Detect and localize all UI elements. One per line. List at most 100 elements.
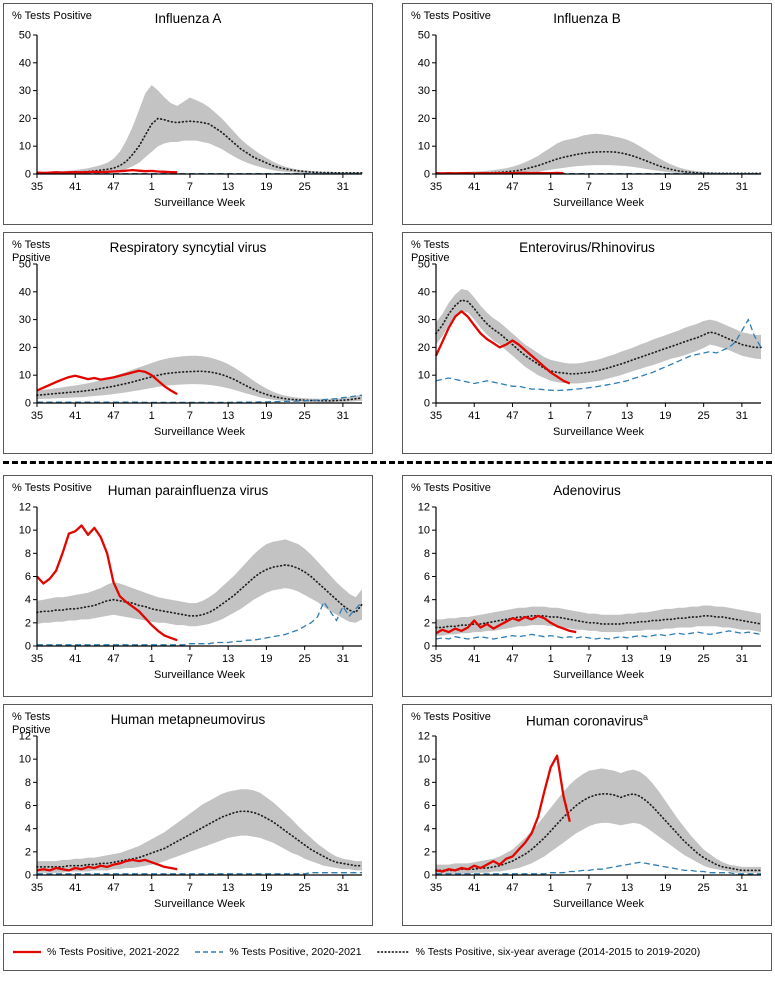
season-2021-2022-line	[36, 369, 178, 396]
x-tick-label: 19	[659, 882, 671, 894]
y-tick-label: 12	[19, 731, 31, 743]
solid-line-icon	[13, 950, 41, 954]
y-tick-label: 50	[418, 30, 430, 42]
x-tick-label: 47	[107, 653, 119, 665]
section-divider	[3, 461, 772, 464]
x-axis-title: Surveillance Week	[553, 197, 644, 209]
y-tick-label: 20	[19, 342, 31, 354]
y-axis-label-line: Positive	[12, 252, 51, 264]
y-axis-label: % Tests Positive	[411, 482, 491, 495]
six-year-average-line	[435, 793, 762, 872]
x-tick-label: 47	[107, 410, 119, 422]
x-axis-title: Surveillance Week	[553, 669, 644, 681]
legend-item-current: % Tests Positive, 2021-2022	[12, 946, 179, 958]
y-tick-label: 2	[424, 846, 430, 858]
dashed-line-icon	[195, 951, 224, 953]
y-tick-label: 30	[418, 85, 430, 97]
y-tick-label: 12	[19, 502, 31, 514]
x-tick-label: 31	[736, 653, 748, 665]
six-year-range-band	[37, 789, 362, 873]
x-tick-label: 47	[107, 181, 119, 193]
dotted-line-icon	[376, 951, 411, 953]
chart-title-text: Respiratory syncytial virus	[109, 240, 267, 255]
y-tick-label: 10	[418, 525, 430, 537]
y-axis-label-line: % Tests Positive	[411, 711, 491, 723]
y-tick-label: 0	[25, 641, 31, 653]
x-tick-label: 7	[187, 653, 193, 665]
y-tick-label: 4	[25, 823, 31, 835]
y-tick-label: 0	[25, 169, 31, 181]
x-tick-label: 13	[621, 653, 633, 665]
x-tick-label: 13	[222, 181, 234, 193]
x-tick-label: 41	[468, 882, 480, 894]
chart-row-4: % Tests Positive Human metapneumovirus 0 2 4 6…	[3, 704, 772, 926]
x-tick-label: 25	[299, 410, 311, 422]
y-tick-label: 10	[19, 754, 31, 766]
y-axis-label-line: % Tests Positive	[411, 482, 491, 494]
y-tick-label: 0	[25, 398, 31, 410]
x-tick-label: 31	[337, 181, 349, 193]
y-tick-label: 50	[19, 30, 31, 42]
charts-grid-top: % Tests Positive Influenza A 0 10 20 30 40 50 35…	[3, 3, 772, 454]
x-tick-label: 1	[548, 653, 554, 665]
y-tick-label: 2	[25, 846, 31, 858]
six-year-average-line	[435, 615, 762, 629]
season-2021-2022-line	[435, 754, 571, 873]
season-2020-2021-line	[435, 318, 762, 392]
y-tick-label: 4	[25, 594, 31, 606]
y-tick-label: 8	[424, 777, 430, 789]
six-year-range-band	[37, 85, 362, 174]
y-tick-label: 12	[418, 502, 430, 514]
chart-box-human-metapneumovirus: % Tests Positive Human metapneumovirus 0 2 4 6…	[3, 704, 373, 926]
x-tick-label: 41	[69, 882, 81, 894]
x-axis-title: Surveillance Week	[154, 898, 245, 910]
x-tick-label: 7	[187, 181, 193, 193]
y-tick-label: 10	[418, 370, 430, 382]
chart-row-3: % Tests Positive Human parainfluenza viru…	[3, 475, 772, 697]
chart-title: Human parainfluenza virus	[4, 483, 372, 500]
chart-plot: 0 10 20 30 40 50 35 41 47 1 7 13 19 25 31 Surveillance …	[418, 259, 762, 438]
chart-box-human-parainfluenza-virus: % Tests Positive Human parainfluenza viru…	[3, 475, 373, 697]
x-tick-label: 35	[430, 653, 442, 665]
x-tick-label: 13	[621, 882, 633, 894]
y-tick-label: 12	[418, 731, 430, 743]
x-tick-label: 19	[659, 181, 671, 193]
x-axis-title: Surveillance Week	[154, 426, 245, 438]
y-tick-label: 40	[418, 57, 430, 69]
y-tick-label: 20	[19, 113, 31, 125]
y-axis-label-line: % Tests Positive	[411, 10, 491, 22]
chart-title-text: Adenovirus	[553, 483, 621, 498]
x-tick-label: 41	[69, 181, 81, 193]
x-tick-label: 13	[222, 653, 234, 665]
six-year-range-band	[436, 605, 761, 636]
chart-title: Influenza A	[4, 11, 372, 28]
y-tick-label: 2	[25, 617, 31, 629]
x-tick-label: 47	[506, 181, 518, 193]
legend-label-previous: % Tests Positive, 2020-2021	[229, 946, 362, 958]
chart-plot: 0 2 4 6 8 10 12 35 41 47 1 7 13 19 25 31 Surveillance We…	[418, 731, 762, 910]
x-tick-label: 41	[468, 410, 480, 422]
y-tick-label: 4	[424, 823, 430, 835]
y-tick-label: 50	[19, 259, 31, 271]
x-tick-label: 41	[468, 181, 480, 193]
x-tick-label: 13	[222, 410, 234, 422]
x-tick-label: 35	[31, 410, 43, 422]
x-tick-label: 19	[260, 653, 272, 665]
y-tick-label: 40	[19, 286, 31, 298]
x-tick-label: 13	[222, 882, 234, 894]
x-axis-title: Surveillance Week	[553, 426, 644, 438]
chart-title: Human coronavirusa	[403, 712, 771, 729]
chart-row-2: % Tests Positive Respiratory syncytial vir…	[3, 232, 772, 454]
y-axis-label: % Tests Positive	[411, 239, 450, 265]
y-tick-label: 10	[19, 141, 31, 153]
season-2021-2022-line	[435, 614, 577, 635]
x-tick-label: 25	[299, 882, 311, 894]
chart-title: Adenovirus	[403, 483, 771, 500]
chart-box-influenza-a: % Tests Positive Influenza A 0 10 20 30 40 50 35…	[3, 3, 373, 225]
x-tick-label: 7	[586, 181, 592, 193]
y-tick-label: 0	[25, 870, 31, 882]
y-tick-label: 6	[25, 571, 31, 583]
y-axis-label-line: % Tests Positive	[12, 482, 92, 494]
chart-title-text: Human metapneumovirus	[110, 712, 266, 727]
y-tick-label: 30	[418, 314, 430, 326]
